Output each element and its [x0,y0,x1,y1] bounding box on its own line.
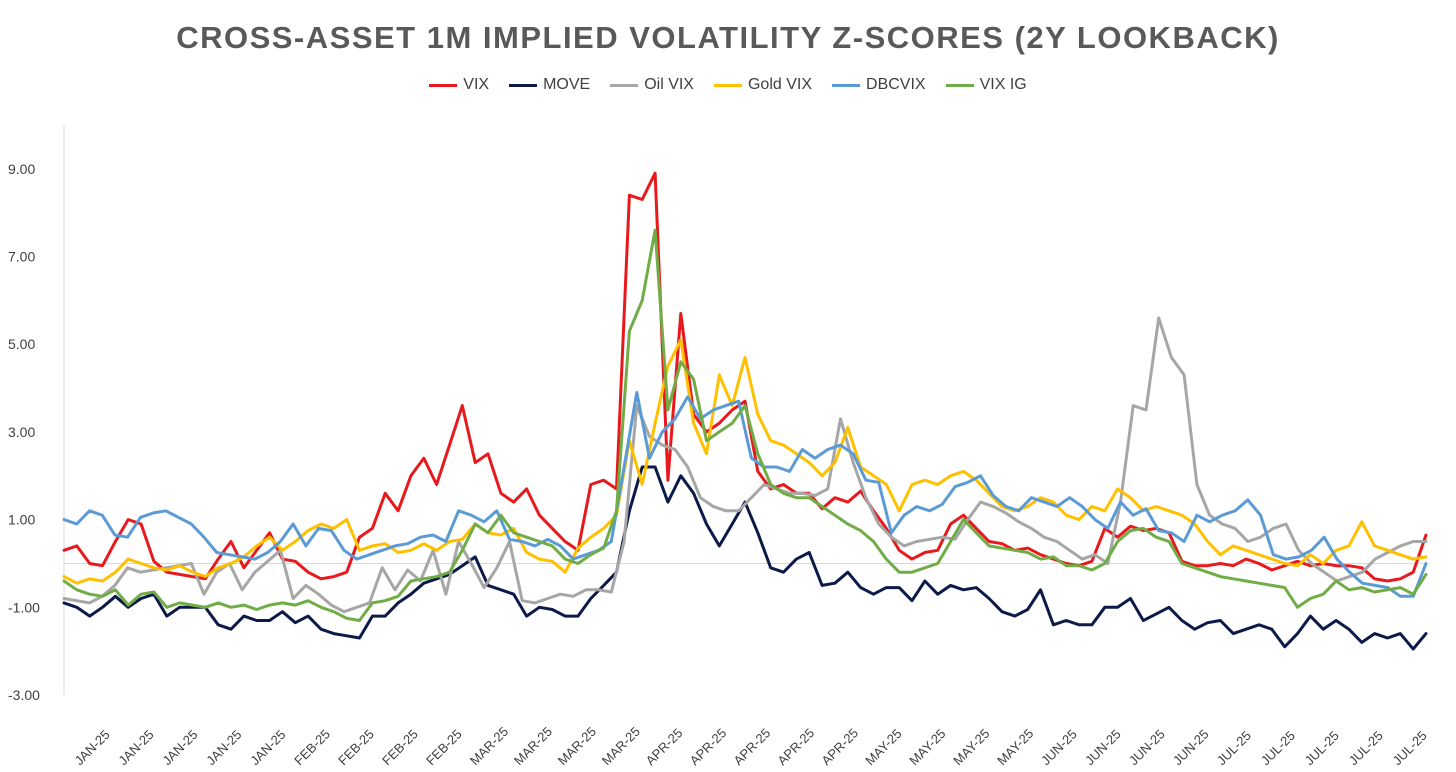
x-tick-label: FEB-25 [379,726,421,768]
x-tick-label: JAN-25 [115,727,156,768]
x-tick-label: JUL-25 [1214,728,1254,768]
x-tick-label: MAY-25 [906,726,948,768]
series-line-move [62,465,1428,651]
chart-title: CROSS-ASSET 1M IMPLIED VOLATILITY Z-SCOR… [176,20,1280,55]
x-tick-label: JAN-25 [247,727,288,768]
legend-swatch [832,83,861,87]
series-line-vix [62,171,1428,583]
x-tick-label: JUL-25 [1346,728,1386,768]
series-line-dbcvix [62,391,1428,598]
legend-item-gold-vix: Gold VIX [713,76,813,94]
x-tick-label: MAR-25 [467,724,511,768]
x-tick-label: MAR-25 [511,724,555,768]
legend-label: VIX IG [979,76,1027,93]
series-line-gold-vix [62,338,1428,585]
legend-swatch [509,83,538,87]
legend-label: DBCVIX [866,76,926,93]
y-tick-label: 3.00 [8,424,35,440]
legend-swatch [945,83,974,87]
x-tick-label: JUN-25 [1082,726,1124,768]
legend-item-move: MOVE [509,76,590,94]
x-tick-label: MAY-25 [994,726,1036,768]
x-tick-label: JUL-25 [1390,728,1430,768]
x-tick-label: JUN-25 [1170,726,1212,768]
legend-item-vix: VIX [429,76,489,94]
x-tick-label: JAN-25 [159,727,200,768]
legend: VIX MOVE Oil VIX Gold VIX DBCVIX VIX IG [0,76,1456,94]
x-tick-label: JAN-25 [203,727,244,768]
legend-item-dbcvix: DBCVIX [832,76,926,94]
series-line-oil-vix [62,316,1428,614]
legend-label: VIX [463,76,490,93]
legend-label: Oil VIX [644,76,694,93]
x-tick-label: JUL-25 [1258,728,1298,768]
y-tick-label: 1.00 [8,512,35,528]
x-tick-label: MAY-25 [950,726,992,768]
x-tick-label: APR-25 [643,725,686,768]
x-tick-label: MAR-25 [555,724,599,768]
y-tick-label: 5.00 [8,336,35,352]
series-line-vix-ig [62,228,1428,622]
x-tick-label: APR-25 [774,725,817,768]
legend-label: MOVE [543,76,591,93]
x-tick-label: FEB-25 [291,726,333,768]
x-tick-label: APR-25 [731,725,774,768]
x-tick-label: FEB-25 [423,726,465,768]
x-tick-label: MAR-25 [599,724,643,768]
y-tick-label: 9.00 [8,161,35,177]
y-tick-label: -3.00 [8,687,40,703]
x-tick-label: APR-25 [687,725,730,768]
legend-swatch [713,83,742,87]
x-tick-label: JAN-25 [71,727,112,768]
x-tick-label: APR-25 [818,725,861,768]
legend-swatch [429,83,458,87]
x-tick-label: JUL-25 [1302,728,1342,768]
x-tick-label: MAY-25 [862,726,904,768]
y-tick-label: -1.00 [8,599,40,615]
y-tick-label: 7.00 [8,249,35,265]
x-tick-label: FEB-25 [335,726,377,768]
legend-item-oil-vix: Oil VIX [610,76,694,94]
legend-swatch [610,83,639,87]
legend-item-vix-ig: VIX IG [945,76,1027,94]
x-tick-label: JUN-25 [1038,726,1080,768]
legend-label: Gold VIX [747,76,813,93]
x-tick-label: JUN-25 [1126,726,1168,768]
